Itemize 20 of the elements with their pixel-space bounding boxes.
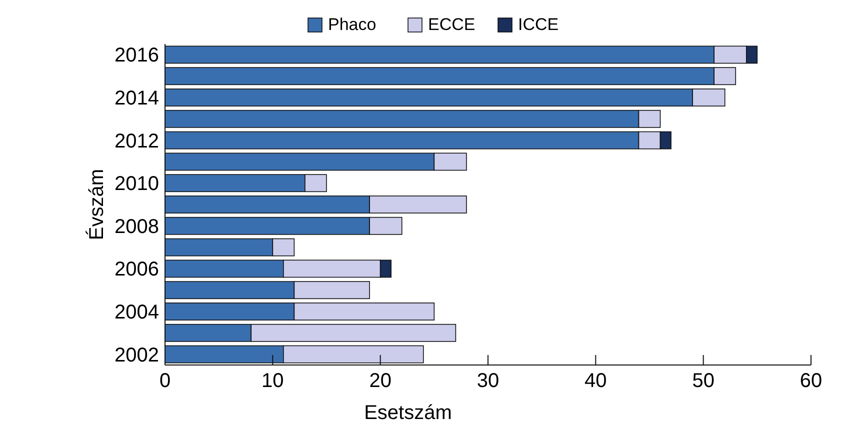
x-axis-title: Esetszám (364, 402, 452, 424)
y-tick-label: 2010 (114, 173, 159, 196)
y-tick-label: 2002 (114, 344, 159, 366)
legend-label: ICCE (518, 15, 559, 34)
y-tick-label: 2012 (114, 130, 159, 152)
x-tick-label: 50 (692, 370, 714, 392)
x-tick-label: 60 (800, 370, 822, 392)
x-tick-label: 10 (262, 370, 284, 392)
y-tick-label: 2016 (114, 44, 159, 67)
legend-label: ECCE (428, 15, 476, 34)
x-tick-label: 20 (369, 370, 392, 392)
x-tick-label: 30 (476, 370, 500, 392)
y-tick-label: 2006 (114, 258, 159, 281)
y-tick-label: 2008 (114, 216, 159, 238)
y-tick-label: 2014 (114, 88, 159, 110)
x-tick-label: 0 (159, 370, 171, 392)
y-tick-label: 2004 (114, 302, 159, 324)
legend-label: Phaco (328, 15, 376, 34)
x-tick-label: 40 (584, 370, 607, 392)
y-axis-title: Évszám (85, 168, 108, 240)
